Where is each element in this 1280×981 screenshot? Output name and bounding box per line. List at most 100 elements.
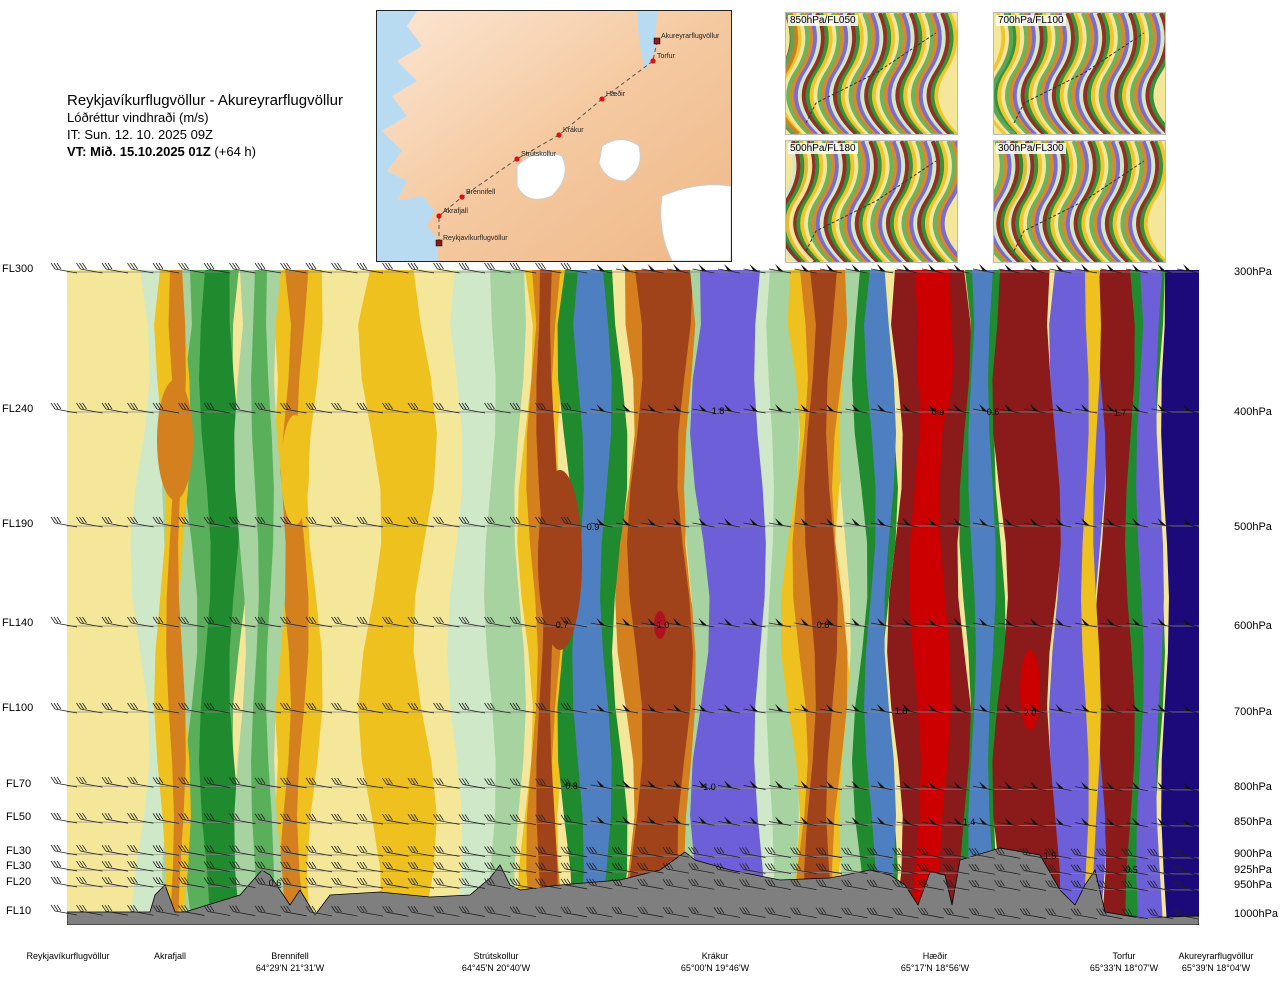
wind-barb <box>1176 704 1200 714</box>
wind-barb <box>127 905 154 916</box>
wind-barb <box>509 878 537 890</box>
wind-barb <box>203 777 231 788</box>
wind-barb <box>790 863 817 875</box>
glacier-langjokull <box>516 152 566 200</box>
wind-barb <box>943 847 970 859</box>
wind-barb <box>1125 404 1149 414</box>
wind-barb <box>921 704 945 714</box>
wind-barb <box>178 877 205 888</box>
glacier-hofsjokull <box>598 139 641 182</box>
wind-barb <box>407 516 435 528</box>
wind-barb <box>50 812 78 824</box>
mini-stripe <box>1108 141 1134 262</box>
mini-stripe <box>907 13 932 134</box>
wind-barb <box>972 618 996 628</box>
mini-stripe <box>1055 13 1081 134</box>
wind-barb <box>101 776 129 788</box>
mini-stripe <box>1011 141 1037 262</box>
mini-stripe <box>891 13 917 134</box>
wind-barb <box>50 402 78 414</box>
mini-stripe <box>836 13 862 134</box>
wind-barb <box>611 878 639 890</box>
wind-barb <box>662 846 690 858</box>
wind-barb <box>815 863 843 875</box>
wind-barb <box>331 616 358 628</box>
wind-barb <box>943 907 970 919</box>
wind-barb <box>1151 781 1174 792</box>
wind-barb <box>615 815 639 826</box>
wind-barb <box>688 847 715 858</box>
wind-barb <box>356 616 384 628</box>
wind-barb <box>382 702 409 714</box>
location-label: Strútskollur 64°45'N 20°40'W <box>462 950 530 974</box>
wind-barb <box>76 402 103 414</box>
mini-stripe <box>821 13 847 134</box>
wind-barb <box>1100 618 1123 628</box>
wind-barb <box>229 702 256 714</box>
wind-barb <box>998 704 1021 714</box>
wind-barb <box>331 905 358 917</box>
wind-barb <box>382 616 409 628</box>
wind-barb <box>1045 908 1072 919</box>
mini-stripe <box>1110 13 1136 134</box>
wind-barb <box>590 618 613 628</box>
wind-barb <box>717 518 741 528</box>
wind-barb <box>841 847 868 859</box>
wind-barb <box>998 618 1021 628</box>
wind-barb <box>305 777 333 789</box>
mini-stripe <box>1046 141 1072 262</box>
wind-barb <box>641 780 664 790</box>
wind-barb <box>178 616 205 628</box>
wind-barb <box>484 814 511 825</box>
wind-barb <box>305 402 333 414</box>
wind-barb <box>356 905 384 917</box>
contour-label: -1.0 <box>700 782 716 792</box>
wind-barb <box>356 402 384 414</box>
wind-barb <box>50 516 78 528</box>
wind-barb <box>254 262 282 274</box>
mini-stripe <box>1032 13 1058 134</box>
wind-barb <box>1074 817 1098 827</box>
mini-stripe <box>1089 141 1115 262</box>
mini-stripe <box>1005 13 1030 134</box>
wind-barb <box>692 518 715 528</box>
wind-barb <box>76 262 103 274</box>
velocity-band <box>909 270 951 925</box>
wind-barb <box>203 402 231 414</box>
wind-barb <box>1125 781 1149 792</box>
wind-barb <box>717 618 741 628</box>
wind-barb <box>127 402 154 414</box>
heatmap-field <box>67 270 1199 925</box>
wind-barb <box>458 846 486 857</box>
wind-barb <box>845 704 868 714</box>
wind-barb <box>1074 518 1098 528</box>
mini-stripe <box>994 141 1018 262</box>
wind-barb <box>101 844 129 856</box>
mini-stripe <box>893 141 919 262</box>
contour-label: 1.4 <box>963 817 976 827</box>
location-label: Akureyrarflugvöllur 65°39'N 18°04'W <box>1178 950 1253 974</box>
mini-stripe <box>817 13 843 134</box>
mini-stripe <box>909 141 935 262</box>
wind-barb <box>101 904 129 916</box>
wind-barb <box>1023 404 1047 414</box>
wind-barb <box>611 906 639 918</box>
mini-stripe <box>1048 13 1073 134</box>
wind-barb <box>152 905 180 916</box>
mini-stripe <box>789 141 814 262</box>
mini-stripe <box>1020 13 1046 134</box>
mini-stripe <box>1042 141 1068 262</box>
wind-barb <box>641 618 664 628</box>
wind-barb <box>535 814 562 826</box>
pressure-level-label: 950hPa <box>1234 879 1272 891</box>
mini-stripe <box>1087 13 1112 134</box>
contour-label: 0.7 <box>556 620 569 630</box>
flight-level-label: FL100 <box>2 702 34 714</box>
velocity-cell <box>917 290 953 430</box>
wind-barb <box>1070 848 1098 859</box>
mini-stripe <box>932 141 957 262</box>
wind-barb <box>433 906 460 917</box>
contour-label: -0.5 <box>1122 865 1138 875</box>
wind-barb <box>590 518 613 528</box>
mini-stripe <box>786 141 810 262</box>
